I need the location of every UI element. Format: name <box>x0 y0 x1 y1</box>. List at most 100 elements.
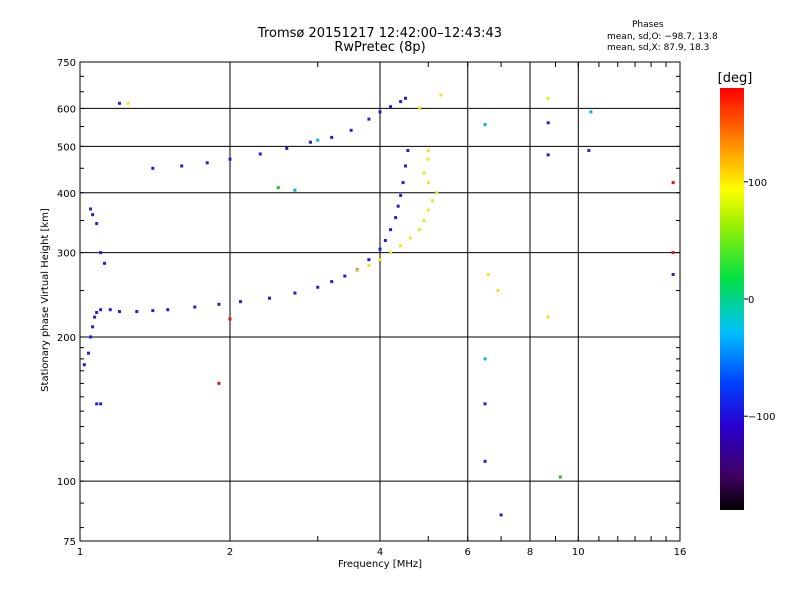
y-tick-label: 400 <box>57 189 76 200</box>
data-point <box>499 513 503 517</box>
data-point <box>330 135 334 139</box>
y-tick-label: 200 <box>57 333 76 344</box>
data-point <box>82 363 86 367</box>
data-point <box>401 181 405 185</box>
data-point <box>483 459 487 463</box>
data-point <box>117 101 121 105</box>
data-point <box>496 289 500 293</box>
data-point <box>406 149 410 153</box>
data-point <box>383 238 387 242</box>
data-point <box>399 100 403 104</box>
data-point <box>671 181 675 185</box>
data-point <box>389 105 393 109</box>
data-point <box>217 381 221 385</box>
data-point <box>330 280 334 284</box>
data-point <box>483 402 487 406</box>
data-point <box>308 140 312 144</box>
data-point <box>217 302 221 306</box>
data-point <box>86 351 90 355</box>
data-point <box>135 310 139 314</box>
data-point <box>378 247 382 251</box>
data-point <box>285 146 289 150</box>
data-point <box>91 213 95 217</box>
data-point <box>439 93 443 97</box>
colorbar-label: [deg] <box>718 71 753 86</box>
y-axis-label: Stationary phase Virtual Height [km] <box>40 208 51 392</box>
data-point <box>89 335 93 339</box>
data-point <box>367 263 371 267</box>
data-point <box>166 308 170 312</box>
data-point <box>486 273 490 277</box>
data-point <box>99 251 103 255</box>
data-point <box>435 191 439 195</box>
data-point <box>589 110 593 114</box>
data-point <box>417 106 421 110</box>
data-point <box>389 251 393 255</box>
x-tick-label: 16 <box>674 547 687 558</box>
data-point <box>228 317 232 321</box>
data-point <box>431 199 435 203</box>
data-point <box>95 402 99 406</box>
data-point <box>426 208 430 212</box>
data-point <box>293 188 297 192</box>
data-point <box>95 222 99 226</box>
x-tick-label: 6 <box>465 547 471 558</box>
x-tick-label: 2 <box>227 547 233 558</box>
y-tick-label: 100 <box>57 477 76 488</box>
data-point <box>546 153 550 157</box>
data-point <box>349 128 353 132</box>
data-point <box>151 309 155 313</box>
data-points <box>82 93 675 517</box>
y-tick-label: 600 <box>57 104 76 115</box>
data-point <box>99 402 103 406</box>
chart-title-line2: RwPretec (8p) <box>334 40 426 55</box>
grid-lines <box>80 62 680 541</box>
data-point <box>378 110 382 114</box>
data-point <box>228 157 232 161</box>
data-point <box>546 121 550 125</box>
data-point <box>117 310 121 314</box>
data-point <box>258 152 262 156</box>
y-tick-label: 750 <box>57 58 76 69</box>
data-point <box>205 161 209 165</box>
y-tick-label: 500 <box>57 142 76 153</box>
data-point <box>483 357 487 361</box>
data-point <box>426 149 430 153</box>
data-point <box>239 300 243 304</box>
y-tick-label: 300 <box>57 249 76 260</box>
colorbar-tick-label: −100 <box>748 412 775 423</box>
data-point <box>91 325 95 329</box>
data-point <box>343 274 347 278</box>
data-point <box>126 101 130 105</box>
data-point <box>408 236 412 240</box>
data-point <box>389 228 393 232</box>
data-point <box>316 285 320 289</box>
phases-o-mode-stats: mean, sd,O: −98.7, 13.8 <box>607 32 718 42</box>
data-point <box>426 181 430 185</box>
data-point <box>396 204 400 208</box>
data-point <box>422 219 426 223</box>
axis-ticks: 1 2 4 6 8 10 16 75 100 200 300 400 500 600 750 <box>57 58 686 558</box>
data-point <box>103 261 107 265</box>
data-point <box>293 291 297 295</box>
colorbar <box>720 88 744 510</box>
colorbar-tick-label: 0 <box>748 295 754 306</box>
data-point <box>546 315 550 319</box>
data-point <box>267 296 271 300</box>
data-point <box>483 123 487 127</box>
y-tick-label: 75 <box>63 537 76 548</box>
phases-heading: Phases <box>632 20 664 30</box>
data-point <box>417 228 421 232</box>
data-point <box>367 258 371 262</box>
data-point <box>93 315 97 319</box>
x-tick-label: 1 <box>77 547 83 558</box>
phases-x-mode-stats: mean, sd,X: 87.9, 18.3 <box>607 43 710 53</box>
data-point <box>399 244 403 248</box>
data-point <box>403 96 407 100</box>
x-axis-label: Frequency [MHz] <box>338 559 422 570</box>
data-point <box>671 251 675 255</box>
data-point <box>671 273 675 277</box>
colorbar-ticks: 100 0 −100 <box>744 178 775 423</box>
data-point <box>193 305 197 309</box>
